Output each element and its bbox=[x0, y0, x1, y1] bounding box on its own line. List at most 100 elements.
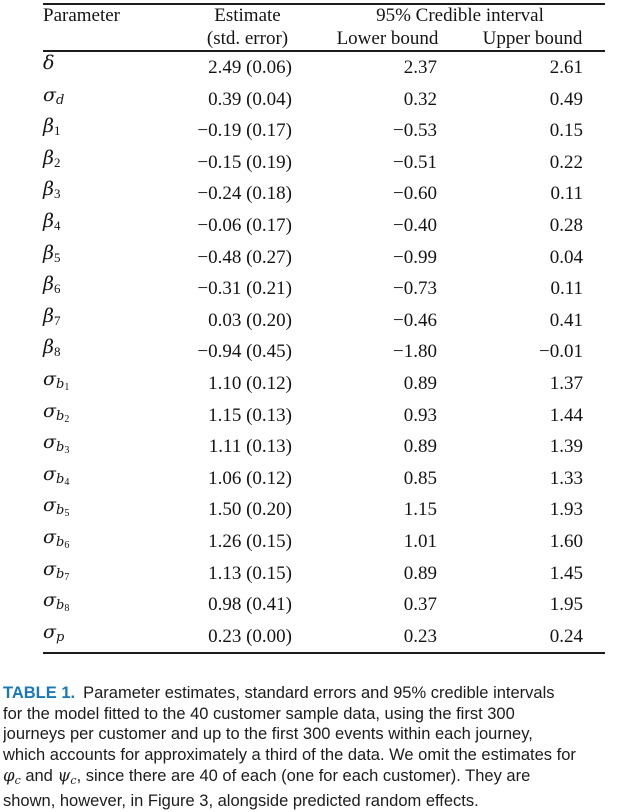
estimate-cell: −0.24 (0.18) bbox=[197, 183, 292, 205]
table-row: σb3 1.11 (0.13) 0.89 1.39 bbox=[43, 431, 605, 463]
lower-bound-cell: 0.37 bbox=[403, 594, 437, 616]
upper-bound-cell: 1.95 bbox=[549, 594, 583, 616]
lower-bound-cell: 0.89 bbox=[403, 372, 437, 394]
parameter-symbol: β bbox=[43, 146, 54, 169]
caption-text: , since there are 40 of each (one for ea… bbox=[76, 766, 531, 785]
parameter-cell: σb5 bbox=[43, 494, 180, 526]
parameter-subsubscript: 6 bbox=[64, 539, 70, 551]
parameter-symbol: β bbox=[43, 304, 54, 327]
upper-bound-cell: 1.93 bbox=[549, 499, 583, 521]
table-row: σd 0.39 (0.04) 0.32 0.49 bbox=[43, 84, 605, 116]
caption-text: Parameter estimates, standard errors and… bbox=[83, 684, 555, 703]
lower-bound-cell: −0.60 bbox=[393, 183, 437, 205]
estimate-cell: −0.31 (0.21) bbox=[197, 278, 292, 300]
table-header-row-1: Parameter Estimate 95% Credible interval bbox=[43, 4, 605, 27]
upper-bound-cell: 0.28 bbox=[549, 214, 583, 236]
parameter-symbol: σ bbox=[43, 494, 56, 517]
caption-line-2: for the model fitted to the 40 customer … bbox=[3, 704, 639, 725]
parameter-subscript: b bbox=[55, 598, 65, 614]
lower-bound-cell: 0.89 bbox=[403, 562, 437, 584]
parameter-cell: β6 bbox=[43, 273, 180, 305]
parameter-subscript: 8 bbox=[53, 344, 61, 360]
parameter-subscript: b bbox=[55, 503, 65, 519]
parameter-subscript: p bbox=[55, 629, 65, 645]
parameter-cell: σb4 bbox=[43, 463, 180, 495]
table-row: β4 −0.06 (0.17) −0.40 0.28 bbox=[43, 210, 605, 242]
lower-bound-cell: −0.46 bbox=[393, 309, 437, 331]
upper-bound-cell: 1.37 bbox=[549, 372, 583, 394]
parameter-cell: σb6 bbox=[43, 526, 180, 558]
parameter-cell: β4 bbox=[43, 210, 180, 242]
parameter-subscript: 1 bbox=[53, 123, 61, 139]
lower-bound-cell: −1.80 bbox=[393, 341, 437, 363]
caption-line-5: φc and ψc, since there are 40 of each (o… bbox=[3, 766, 639, 792]
parameter-cell: β1 bbox=[43, 115, 180, 147]
upper-bound-cell: −0.01 bbox=[539, 341, 583, 363]
estimate-cell: 1.06 (0.12) bbox=[208, 467, 292, 489]
lower-bound-cell: 0.23 bbox=[403, 625, 437, 647]
lower-bound-cell: −0.51 bbox=[393, 151, 437, 173]
table-row: σb5 1.50 (0.20) 1.15 1.93 bbox=[43, 494, 605, 526]
upper-bound-cell: 0.15 bbox=[549, 120, 583, 142]
upper-bound-cell: 2.61 bbox=[549, 57, 583, 78]
parameter-cell: σp bbox=[43, 621, 180, 654]
estimate-cell: 1.10 (0.12) bbox=[208, 372, 292, 394]
caption-line-4: which accounts for approximately a third… bbox=[3, 745, 639, 766]
parameter-symbol: σ bbox=[43, 620, 56, 643]
caption-text: shown, however, in Figure 3, alongside p… bbox=[3, 792, 479, 811]
table-row: β7 0.03 (0.20) −0.46 0.41 bbox=[43, 305, 605, 337]
caption-text: and bbox=[20, 766, 58, 785]
lower-bound-cell: −0.53 bbox=[393, 120, 437, 142]
parameter-symbol: σ bbox=[43, 462, 56, 485]
estimate-cell: 0.98 (0.41) bbox=[208, 594, 292, 616]
estimate-cell: 1.50 (0.20) bbox=[208, 499, 292, 521]
parameter-symbol: β bbox=[43, 336, 54, 359]
parameter-subscript: d bbox=[55, 92, 65, 108]
lower-bound-cell: 0.93 bbox=[403, 404, 437, 426]
parameter-cell: β5 bbox=[43, 242, 180, 274]
parameter-cell: β8 bbox=[43, 336, 180, 368]
parameter-subscript: b bbox=[55, 440, 65, 456]
table-row: σb6 1.26 (0.15) 1.01 1.60 bbox=[43, 526, 605, 558]
estimate-cell: 1.26 (0.15) bbox=[208, 530, 292, 552]
estimate-cell: −0.94 (0.45) bbox=[197, 341, 292, 363]
parameter-symbol: σ bbox=[43, 83, 56, 106]
parameter-symbol: σ bbox=[43, 431, 56, 454]
parameter-symbol: β bbox=[43, 241, 54, 264]
table-row: σb1 1.10 (0.12) 0.89 1.37 bbox=[43, 368, 605, 400]
estimate-cell: 0.03 (0.20) bbox=[208, 309, 292, 331]
parameter-subscript: b bbox=[55, 566, 65, 582]
lower-bound-cell: 2.37 bbox=[403, 57, 437, 78]
col-header-empty bbox=[43, 27, 180, 52]
parameter-cell: β3 bbox=[43, 178, 180, 210]
parameter-cell: σb2 bbox=[43, 400, 180, 432]
lower-bound-cell: 0.89 bbox=[403, 436, 437, 458]
parameter-cell: δ bbox=[43, 51, 180, 84]
parameter-symbol: β bbox=[43, 178, 54, 201]
caption-text: for the model fitted to the 40 customer … bbox=[3, 704, 515, 723]
parameter-subscript: 2 bbox=[53, 154, 61, 170]
parameter-subscript: 3 bbox=[53, 186, 61, 202]
parameter-subscript: 7 bbox=[53, 312, 61, 328]
table-row: σb2 1.15 (0.13) 0.93 1.44 bbox=[43, 400, 605, 432]
estimate-cell: 0.39 (0.04) bbox=[208, 88, 292, 110]
upper-bound-cell: 1.45 bbox=[549, 562, 583, 584]
parameter-subsubscript: 2 bbox=[64, 413, 70, 425]
lower-bound-cell: 1.01 bbox=[403, 530, 437, 552]
parameter-symbol: β bbox=[43, 209, 54, 232]
estimate-cell: −0.15 (0.19) bbox=[197, 151, 292, 173]
parameter-cell: σb1 bbox=[43, 368, 180, 400]
parameter-symbol: σ bbox=[43, 525, 56, 548]
caption-line-3: journeys per customer and up to the firs… bbox=[3, 724, 639, 745]
parameter-cell: σb3 bbox=[43, 431, 180, 463]
lower-bound-cell: −0.99 bbox=[393, 246, 437, 268]
upper-bound-cell: 1.60 bbox=[549, 530, 583, 552]
parameter-subsubscript: 8 bbox=[64, 603, 70, 615]
estimate-cell: 1.13 (0.15) bbox=[208, 562, 292, 584]
table-row: δ 2.49 (0.06) 2.37 2.61 bbox=[43, 51, 605, 84]
col-header-parameter: Parameter bbox=[43, 5, 121, 26]
caption-label: TABLE 1. bbox=[3, 684, 76, 703]
estimate-cell: 0.23 (0.00) bbox=[208, 625, 292, 647]
col-header-credible-interval: 95% Credible interval bbox=[376, 5, 544, 26]
estimate-cell: 2.49 (0.06) bbox=[208, 57, 292, 78]
